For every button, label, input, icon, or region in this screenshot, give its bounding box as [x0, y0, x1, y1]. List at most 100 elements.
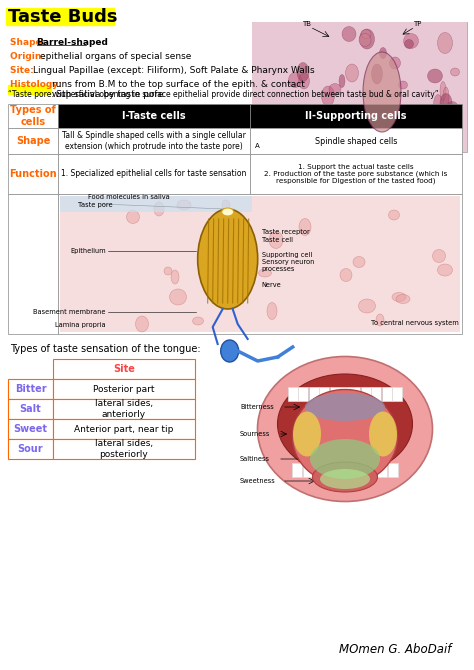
Ellipse shape	[376, 314, 384, 326]
Bar	[388, 463, 398, 477]
Text: Spindle shaped cells: Spindle shaped cells	[315, 137, 397, 145]
Text: Taste pore: Taste pore	[78, 202, 113, 208]
Bar	[340, 387, 350, 401]
Text: Taste Buds: Taste Buds	[8, 8, 118, 26]
Ellipse shape	[438, 125, 448, 139]
Ellipse shape	[359, 29, 374, 49]
Ellipse shape	[261, 115, 267, 135]
Ellipse shape	[299, 218, 311, 235]
Bar	[53, 399, 195, 419]
Bar	[324, 463, 334, 477]
Text: Site:: Site:	[10, 66, 37, 75]
Text: Epithelium: Epithelium	[70, 248, 106, 254]
Ellipse shape	[218, 245, 230, 255]
Text: Tall & Spindle shaped cells with a single cellular
extension (which protrude int: Tall & Spindle shaped cells with a singl…	[62, 131, 246, 151]
Ellipse shape	[267, 302, 277, 320]
Bar	[6, 8, 114, 25]
Bar	[303, 463, 313, 477]
Bar	[8, 399, 53, 419]
Text: TP: TP	[413, 21, 421, 27]
Ellipse shape	[237, 290, 245, 298]
Ellipse shape	[365, 123, 375, 137]
Text: A: A	[255, 143, 260, 149]
Bar	[58, 154, 250, 194]
Text: To central nervous system: To central nervous system	[371, 320, 459, 326]
Ellipse shape	[289, 72, 301, 88]
Ellipse shape	[265, 133, 279, 143]
Bar	[252, 22, 467, 152]
Text: MOmen G. AboDaif: MOmen G. AboDaif	[339, 643, 451, 656]
Ellipse shape	[177, 200, 191, 210]
Ellipse shape	[340, 269, 352, 281]
Ellipse shape	[426, 105, 432, 125]
Ellipse shape	[446, 117, 458, 139]
Ellipse shape	[299, 73, 310, 89]
Bar	[329, 387, 339, 401]
Ellipse shape	[400, 117, 412, 129]
Text: Shape:: Shape:	[10, 38, 48, 47]
Bar	[53, 439, 195, 459]
Ellipse shape	[372, 64, 383, 84]
Bar	[58, 104, 250, 128]
Ellipse shape	[291, 133, 306, 147]
Ellipse shape	[170, 289, 186, 305]
Ellipse shape	[332, 108, 346, 122]
Bar	[8, 439, 53, 459]
Ellipse shape	[198, 209, 258, 309]
Bar	[8, 154, 58, 194]
Ellipse shape	[342, 27, 356, 42]
Ellipse shape	[127, 210, 139, 224]
Bar	[250, 104, 462, 128]
Ellipse shape	[258, 269, 272, 277]
Ellipse shape	[321, 86, 335, 106]
Ellipse shape	[438, 264, 453, 276]
Ellipse shape	[346, 64, 358, 82]
Ellipse shape	[171, 270, 179, 284]
Ellipse shape	[204, 228, 214, 242]
Text: Sweetness: Sweetness	[240, 478, 276, 484]
Ellipse shape	[392, 293, 406, 302]
Bar	[299, 387, 309, 401]
Text: Origin:: Origin:	[10, 52, 48, 61]
Text: lateral sides,
posteriorly: lateral sides, posteriorly	[95, 440, 153, 459]
Ellipse shape	[389, 210, 400, 220]
Text: lateral sides,
anteriorly: lateral sides, anteriorly	[95, 399, 153, 419]
Text: Sour: Sour	[18, 444, 43, 454]
Text: Nerve: Nerve	[262, 282, 282, 288]
Ellipse shape	[390, 57, 401, 69]
Ellipse shape	[136, 316, 148, 332]
Bar	[8, 194, 58, 334]
Ellipse shape	[331, 105, 343, 119]
Bar	[392, 387, 402, 401]
Ellipse shape	[438, 33, 453, 54]
Text: Food molecules in saliva: Food molecules in saliva	[88, 194, 170, 200]
Bar	[313, 463, 323, 477]
Text: Types of taste sensation of the tongue:: Types of taste sensation of the tongue:	[10, 344, 201, 354]
Ellipse shape	[312, 462, 377, 492]
Bar	[53, 379, 195, 399]
Bar	[367, 463, 377, 477]
Bar	[292, 463, 302, 477]
Text: Sensory neuron
processes: Sensory neuron processes	[262, 259, 314, 272]
Text: II-Supporting cells: II-Supporting cells	[305, 111, 407, 121]
Text: epithelial organs of special sense: epithelial organs of special sense	[40, 52, 192, 61]
Bar	[53, 419, 195, 439]
Ellipse shape	[338, 109, 352, 119]
Ellipse shape	[342, 113, 352, 133]
Bar	[356, 463, 366, 477]
Bar	[8, 104, 58, 128]
Text: Anterior part, near tip: Anterior part, near tip	[74, 425, 173, 433]
Text: runs from B.M to the top surface of the epith. & contact
with saliva by taste po: runs from B.M to the top surface of the …	[52, 80, 305, 99]
Ellipse shape	[383, 107, 391, 119]
Bar	[319, 387, 329, 401]
Text: Lamina propria: Lamina propria	[55, 322, 106, 328]
Text: Histology:: Histology:	[10, 80, 65, 89]
Text: Basement membrane: Basement membrane	[34, 309, 106, 315]
Text: 1. Specialized epithelial cells for taste sensation: 1. Specialized epithelial cells for tast…	[61, 170, 246, 178]
Bar	[371, 387, 381, 401]
Text: Barrel-shaped: Barrel-shaped	[36, 38, 109, 47]
Ellipse shape	[445, 101, 459, 119]
Bar	[250, 128, 462, 154]
Ellipse shape	[192, 317, 203, 325]
Text: Taste cell: Taste cell	[262, 237, 292, 243]
